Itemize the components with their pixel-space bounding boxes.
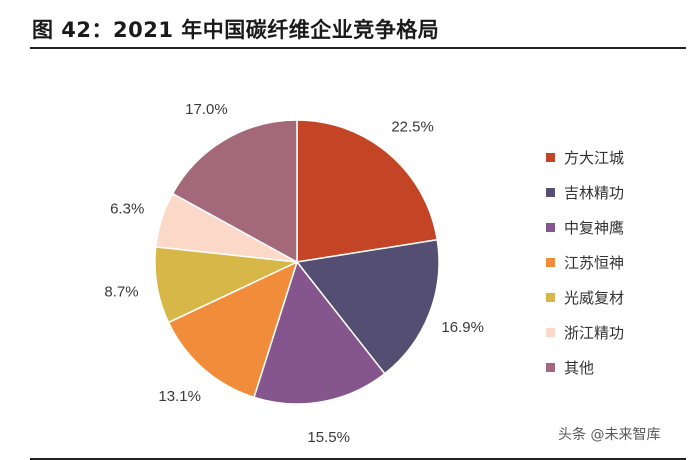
pie-value-label-7: 17.0% — [185, 101, 228, 118]
pie-value-label-5: 8.7% — [104, 284, 138, 301]
bottom-divider — [30, 458, 686, 460]
pie-slice-2 — [295, 238, 440, 375]
legend-swatch-4 — [546, 258, 555, 267]
pie-value-label-6: 6.3% — [110, 201, 144, 218]
legend-swatch-6 — [546, 328, 555, 337]
pie-value-label-4: 13.1% — [158, 388, 201, 405]
watermark: 头条 @未来智库 — [558, 427, 661, 443]
top-divider — [30, 47, 686, 49]
legend-swatch-2 — [546, 188, 555, 197]
legend-label-6: 浙江精功 — [564, 324, 624, 342]
pie-slice-7 — [171, 119, 298, 264]
pie-slice-3 — [253, 260, 386, 405]
legend-swatch-5 — [546, 293, 555, 302]
pie-value-label-1: 22.5% — [391, 119, 434, 136]
legend-label-2: 吉林精功 — [564, 184, 624, 202]
legend-swatch-1 — [546, 153, 555, 162]
pie-slice-4 — [167, 260, 299, 399]
pie-value-label-2: 16.9% — [441, 319, 484, 336]
legend-label-7: 其他 — [564, 359, 594, 377]
pie-value-label-3: 15.5% — [307, 429, 350, 446]
legend-label-4: 江苏恒神 — [564, 254, 624, 272]
pie-slices — [154, 119, 440, 405]
chart-title: 图 42：2021 年中国碳纤维企业竞争格局 — [32, 18, 440, 42]
legend-label-1: 方大江城 — [564, 149, 624, 167]
legend-label-3: 中复神鹰 — [564, 219, 624, 237]
legend-swatch-3 — [546, 223, 555, 232]
pie-slice-1 — [296, 119, 439, 263]
legend-label-5: 光威复材 — [564, 289, 624, 307]
pie-value-labels: 22.5% 16.9% 15.5% 13.1% 8.7% 6.3% 17.0% — [104, 101, 484, 446]
legend-swatch-7 — [546, 363, 555, 372]
